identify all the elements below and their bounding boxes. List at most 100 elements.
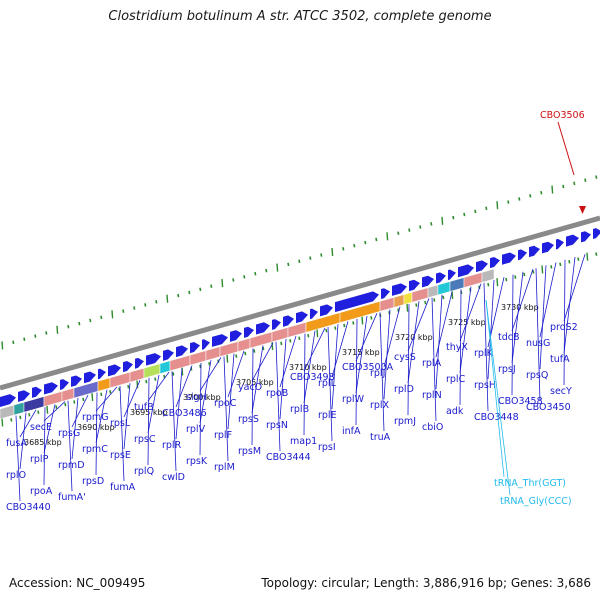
tick-mark-upper <box>584 178 587 182</box>
gene-label: cysS <box>394 352 416 363</box>
tick-mark-upper <box>45 331 48 335</box>
tick-mark-upper <box>265 268 268 273</box>
tick-mark-lower <box>46 405 49 414</box>
gene-label: rplO <box>6 470 26 481</box>
gene-label: rplW <box>342 394 365 405</box>
tick-mark-upper <box>441 216 444 225</box>
gene-label: rpmD <box>58 460 85 471</box>
gene-block <box>169 354 191 372</box>
label-leader-line <box>227 353 235 430</box>
label-leader-line <box>123 383 131 450</box>
gene-block <box>393 294 405 308</box>
gene-arrow <box>476 260 488 273</box>
tick-mark-lower <box>550 265 553 269</box>
gene-block <box>23 396 45 413</box>
map-title: Clostridium botulinum A str. ATCC 3502, … <box>108 9 492 24</box>
gene-label: rplD <box>394 384 414 395</box>
tick-mark-upper <box>496 201 499 210</box>
gene-arrow <box>458 264 474 278</box>
tick-mark-upper <box>287 262 290 267</box>
gene-arrow <box>502 252 516 265</box>
tick-mark-lower <box>487 282 490 287</box>
tick-mark-lower <box>298 336 301 341</box>
tick-mark-upper <box>452 215 455 220</box>
gene-arrow <box>422 275 434 288</box>
gene-label: rplM <box>214 462 235 473</box>
gene-label: map1 <box>290 436 317 447</box>
tick-rows <box>1 175 598 427</box>
tick-mark-upper <box>166 294 169 303</box>
tick-mark-upper <box>595 175 598 179</box>
gene-block <box>411 287 429 303</box>
tick-mark-upper <box>342 247 345 251</box>
gene-arrow <box>244 326 254 338</box>
label-leader-line <box>303 327 326 372</box>
gene-block <box>129 367 145 383</box>
tick-mark-lower <box>352 321 355 325</box>
highlight-marker <box>579 206 586 214</box>
gene-arrow <box>448 269 456 281</box>
tick-mark-upper <box>111 310 114 319</box>
label-leader-line <box>43 401 66 422</box>
label-leader-line <box>539 265 547 370</box>
label-leader-line <box>459 283 482 342</box>
tick-mark-lower <box>496 278 499 287</box>
tick-mark-upper <box>67 324 70 329</box>
gene-block <box>449 277 465 292</box>
tick-mark-upper <box>221 279 224 288</box>
tick-mark-lower <box>226 354 229 363</box>
gene-arrow <box>381 288 390 300</box>
kbp-tick-label: 3710 kbp <box>289 363 327 372</box>
gene-label: rpoA <box>30 486 53 497</box>
label-leader-line <box>95 386 118 412</box>
tick-mark-upper <box>232 278 235 282</box>
gene-arrow <box>283 315 294 327</box>
tick-mark-lower <box>262 346 265 351</box>
label-leader-line <box>251 348 254 446</box>
gene-arrow <box>212 334 228 347</box>
label-leader-line <box>147 371 170 402</box>
tick-mark-upper <box>353 243 356 248</box>
gene-block <box>219 341 239 357</box>
label-leader-line <box>71 394 89 428</box>
label-leader-line <box>379 312 385 432</box>
gene-arrow <box>44 382 58 395</box>
tick-mark-upper <box>507 200 510 204</box>
gene-label: rpsM <box>238 446 261 457</box>
gene-label: rplC <box>446 374 466 385</box>
label-leader-line <box>303 330 316 404</box>
label-leader-line <box>383 306 401 368</box>
tick-mark-lower <box>145 379 148 384</box>
gene-label: nusG <box>526 338 550 349</box>
gene-label: fusA <box>6 438 27 449</box>
gene-block <box>237 337 251 352</box>
tick-mark-lower <box>271 341 274 350</box>
tick-mark-lower <box>406 303 409 312</box>
gene-label: CBO3440 <box>6 502 51 513</box>
label-leader-line <box>459 286 472 374</box>
gene-label: rplX <box>370 400 390 411</box>
gene-arrow <box>84 371 96 384</box>
tick-mark-lower <box>523 272 526 277</box>
gene-label: rpmJ <box>394 416 416 427</box>
tick-mark-upper <box>199 287 202 292</box>
kbp-tick-label: 3715 kbp <box>342 348 380 357</box>
kbp-tick-label: 3685 kbp <box>24 438 62 447</box>
gene-label: rpsI <box>318 442 336 453</box>
tick-mark-lower <box>91 392 94 401</box>
gene-label: rplL <box>318 378 337 389</box>
tick-mark-lower <box>127 384 130 389</box>
gene-label: rpmC <box>82 444 108 455</box>
tick-mark-lower <box>55 405 58 409</box>
label-leader-line <box>407 301 420 384</box>
label-leader-line <box>147 374 160 434</box>
label-leader-line <box>175 368 183 440</box>
label-leader-line <box>95 392 98 476</box>
tick-mark-lower <box>541 265 544 274</box>
kbp-tick-label: 3700 kbp <box>183 393 221 402</box>
gene-block <box>0 404 15 420</box>
kbp-tick-label: 3705 kbp <box>236 378 274 387</box>
gene-label: CBO3486 <box>162 408 207 419</box>
tick-mark-lower <box>586 252 589 261</box>
